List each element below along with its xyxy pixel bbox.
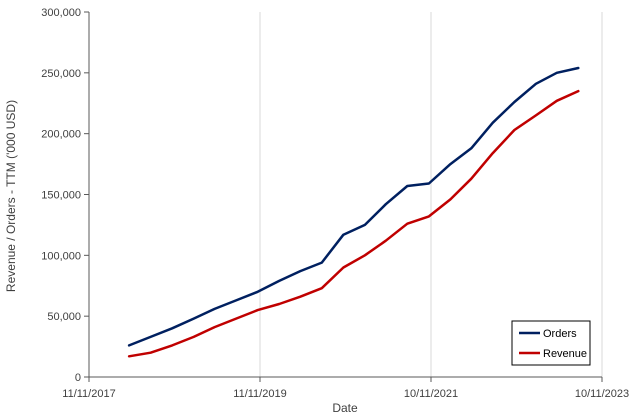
y-tick-label: 150,000 (41, 190, 81, 202)
y-tick-label: 250,000 (41, 68, 81, 80)
y-tick-label: 300,000 (41, 7, 81, 19)
y-tick-label: 100,000 (41, 250, 81, 262)
legend-label-orders: Orders (543, 328, 577, 340)
x-tick-label: 11/11/2019 (233, 388, 286, 400)
legend: Orders Revenue (511, 320, 591, 366)
series-line-orders (127, 66, 580, 347)
gridlines (259, 12, 603, 377)
legend-box (511, 320, 591, 366)
x-tick-labels: 11/11/2017 11/11/2019 10/11/2021 10/11/2023 (62, 388, 629, 400)
y-axis-title: Revenue / Orders - TTM ('000 USD) (4, 100, 18, 292)
x-tick-label: 10/11/2021 (404, 388, 458, 400)
y-tick-label: 0 (75, 372, 81, 384)
legend-label-revenue: Revenue (543, 348, 587, 360)
x-tick-label: 10/11/2023 (575, 388, 629, 400)
x-axis-title: Date (332, 401, 358, 415)
series-line-revenue (127, 89, 580, 358)
y-tick-label: 200,000 (41, 129, 81, 141)
series-lines (127, 66, 580, 358)
y-tick-label: 50,000 (47, 311, 81, 323)
axes (84, 11, 603, 382)
x-tick-label: 11/11/2017 (62, 388, 115, 400)
y-tick-labels: 0 50,000 100,000 150,000 200,000 250,000 300,0… (41, 7, 81, 384)
